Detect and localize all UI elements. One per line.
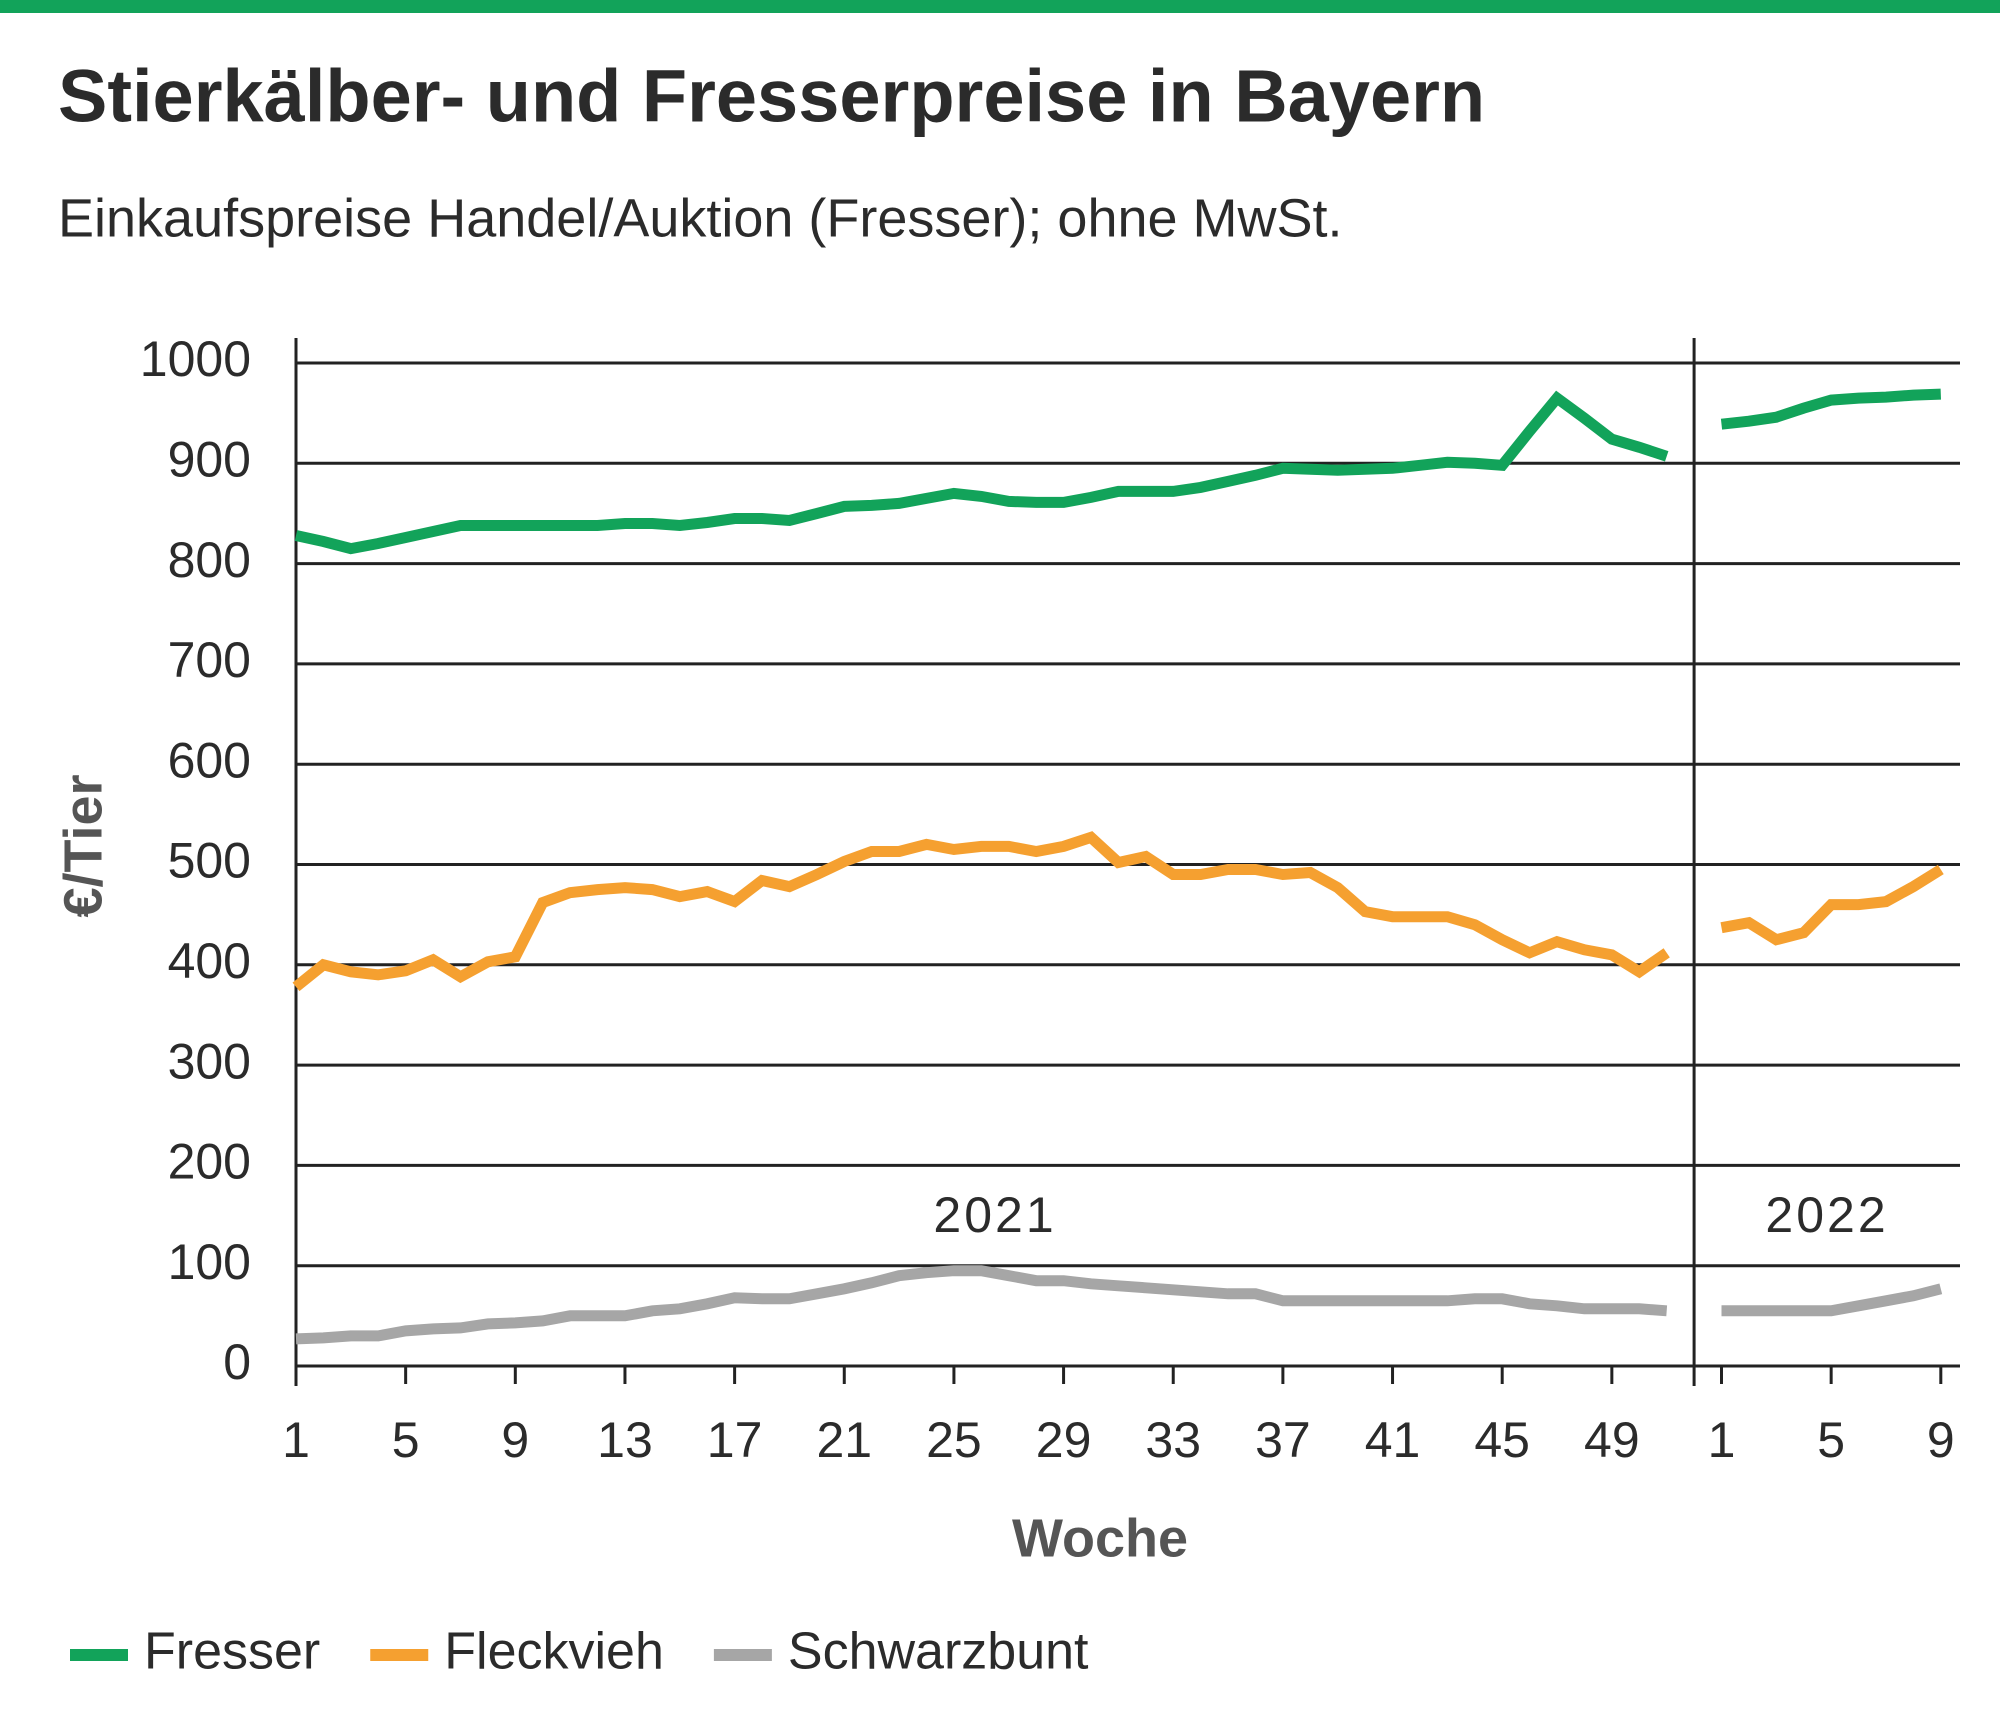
x-tick-label: 45 — [1474, 1412, 1530, 1468]
y-tick-label: 500 — [168, 833, 251, 889]
x-tick-label: 9 — [501, 1412, 529, 1468]
x-tick-label: 17 — [707, 1412, 763, 1468]
x-tick-label: 5 — [392, 1412, 420, 1468]
series-line — [1720, 388, 1942, 430]
chart-subtitle: Einkaufspreise Handel/Auktion (Fresser);… — [58, 188, 1343, 248]
top-bar — [0, 0, 2000, 13]
x-tick-label: 5 — [1817, 1412, 1845, 1468]
x-tick-label: 33 — [1145, 1412, 1201, 1468]
x-tick-label: 9 — [1927, 1412, 1955, 1468]
legend-label: Fresser — [144, 1623, 320, 1681]
legend-swatch — [713, 1649, 772, 1661]
series-line — [292, 831, 1670, 992]
x-tick-label: 21 — [816, 1412, 872, 1468]
legend-label: Fleckvieh — [444, 1623, 664, 1681]
y-axis-title: €/Tier — [53, 774, 113, 917]
legend-label: Schwarzbunt — [788, 1623, 1089, 1681]
y-tick-label: 900 — [168, 432, 251, 488]
chart-title: Stierkälber- und Fresserpreise in Bayern — [58, 55, 1485, 138]
x-tick-label: 13 — [597, 1412, 653, 1468]
x-tick-label: 41 — [1365, 1412, 1421, 1468]
series-line — [295, 1265, 1668, 1345]
year-label: 2021 — [933, 1187, 1056, 1243]
series-line — [1720, 864, 1944, 946]
x-tick-label: 1 — [282, 1412, 310, 1468]
x-axis-title: Woche — [1012, 1508, 1188, 1568]
x-tick-label: 1 — [1708, 1412, 1736, 1468]
y-tick-label: 600 — [168, 732, 251, 788]
y-tick-label: 800 — [168, 532, 251, 588]
legend-swatch — [370, 1649, 429, 1661]
y-tick-label: 1000 — [140, 331, 251, 387]
series-line — [1721, 1283, 1943, 1317]
series-line — [294, 390, 1669, 555]
y-tick-label: 400 — [168, 933, 251, 989]
y-tick-label: 0 — [223, 1334, 251, 1390]
y-tick-label: 700 — [168, 632, 251, 688]
y-tick-label: 200 — [168, 1134, 251, 1190]
legend-swatch — [70, 1649, 128, 1661]
year-label: 2022 — [1765, 1187, 1888, 1243]
y-tick-label: 300 — [168, 1033, 251, 1089]
x-tick-label: 25 — [926, 1412, 982, 1468]
x-tick-label: 29 — [1036, 1412, 1092, 1468]
x-tick-label: 37 — [1255, 1412, 1311, 1468]
y-tick-label: 100 — [168, 1234, 251, 1290]
x-tick-label: 49 — [1584, 1412, 1640, 1468]
